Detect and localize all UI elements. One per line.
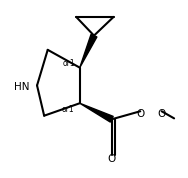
Text: O: O	[157, 109, 165, 119]
Text: O: O	[107, 154, 116, 164]
Text: or1: or1	[63, 59, 75, 68]
Polygon shape	[80, 103, 113, 122]
Text: O: O	[136, 109, 144, 119]
Text: HN: HN	[14, 82, 30, 92]
Polygon shape	[80, 34, 97, 68]
Text: or1: or1	[62, 105, 74, 114]
